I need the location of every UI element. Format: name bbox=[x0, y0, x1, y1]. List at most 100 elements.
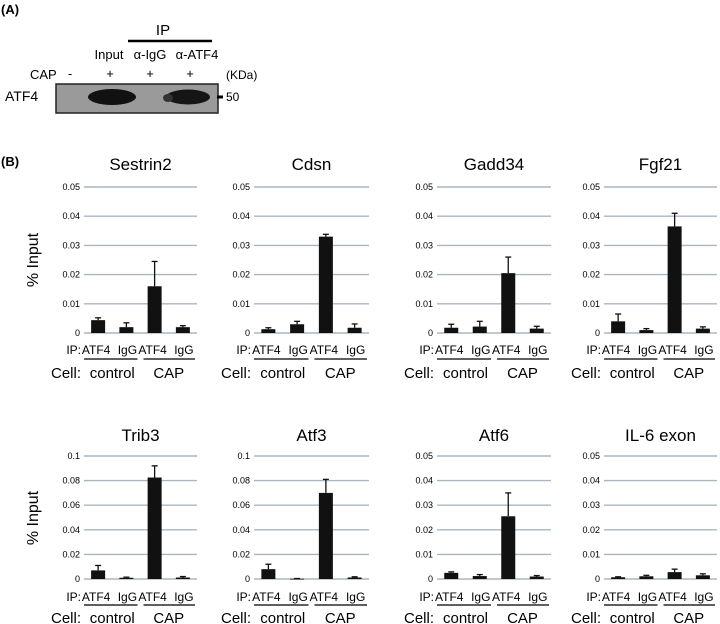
bar bbox=[175, 327, 190, 333]
ip-label: ATF4 bbox=[602, 343, 631, 357]
lane-label-input: Input bbox=[95, 47, 124, 62]
ip-label: IgG bbox=[471, 590, 490, 604]
y-tick-label: 0.05 bbox=[582, 182, 600, 192]
bar bbox=[119, 327, 134, 333]
ip-prefix: IP: bbox=[236, 343, 251, 357]
bar bbox=[290, 324, 305, 333]
ip-label: ATF4 bbox=[310, 343, 339, 357]
ip-label: IgG bbox=[346, 590, 365, 604]
cell-label-control: control bbox=[90, 365, 135, 382]
panel-a-label: (A) bbox=[1, 2, 19, 17]
chart-title: Atf3 bbox=[296, 426, 326, 445]
bar bbox=[529, 576, 544, 579]
y-tick-label: 0 bbox=[75, 574, 80, 584]
bar bbox=[501, 273, 516, 333]
y-tick-label: 0.05 bbox=[415, 182, 433, 192]
y-tick-label: 0.04 bbox=[232, 525, 250, 535]
y-tick-label: 0 bbox=[428, 328, 433, 338]
y-tick-label: 0 bbox=[428, 574, 433, 584]
y-tick-label: 0 bbox=[595, 328, 600, 338]
cell-label-cap: CAP bbox=[153, 610, 184, 624]
ip-label: ATF4 bbox=[310, 590, 339, 604]
cell-label-control: control bbox=[610, 610, 655, 624]
y-axis-label: % Input bbox=[25, 232, 42, 287]
marker-label: 50 bbox=[226, 90, 240, 104]
y-tick-label: 0.02 bbox=[415, 525, 433, 535]
bar bbox=[261, 569, 276, 579]
bar bbox=[611, 577, 626, 579]
ip-label: ATF4 bbox=[252, 343, 281, 357]
cell-label-cap: CAP bbox=[673, 610, 704, 624]
bar bbox=[667, 572, 682, 579]
panel-a: (A) IP Input α-IgG α-ATF4 CAP - + + + (K… bbox=[1, 2, 257, 114]
y-tick-label: 0.08 bbox=[232, 476, 250, 486]
ip-label: ATF4 bbox=[658, 590, 687, 604]
cell-label-cap: CAP bbox=[507, 610, 538, 624]
ip-header: IP bbox=[156, 22, 170, 39]
y-tick-label: 0.01 bbox=[232, 299, 250, 309]
chart-title: Atf6 bbox=[479, 426, 509, 445]
cell-prefix: Cell: bbox=[51, 610, 81, 624]
bar bbox=[472, 326, 487, 333]
y-tick-label: 0.1 bbox=[237, 451, 250, 461]
bar bbox=[175, 577, 190, 579]
chart-title: Gadd34 bbox=[464, 155, 525, 174]
y-tick-label: 0.06 bbox=[62, 500, 80, 510]
y-tick-label: 0.05 bbox=[62, 182, 80, 192]
cap-sign-3: + bbox=[146, 66, 154, 81]
bar bbox=[529, 328, 544, 333]
cell-prefix: Cell: bbox=[221, 610, 251, 624]
y-tick-label: 0.05 bbox=[415, 451, 433, 461]
cell-label-control: control bbox=[443, 365, 488, 382]
bar bbox=[639, 330, 654, 333]
bar bbox=[347, 327, 362, 333]
cell-prefix: Cell: bbox=[404, 610, 434, 624]
y-tick-label: 0.05 bbox=[232, 182, 250, 192]
y-tick-label: 0 bbox=[75, 328, 80, 338]
chart-title: Trib3 bbox=[121, 426, 159, 445]
ip-label: IgG bbox=[174, 590, 193, 604]
bar bbox=[147, 286, 162, 333]
y-tick-label: 0 bbox=[245, 574, 250, 584]
ip-label: IgG bbox=[528, 343, 547, 357]
cap-sign-1: - bbox=[68, 66, 72, 81]
bar bbox=[444, 572, 459, 579]
ip-prefix: IP: bbox=[419, 590, 434, 604]
y-tick-label: 0.04 bbox=[582, 211, 600, 221]
band-atf4-ip-tail bbox=[163, 94, 173, 102]
ip-label: IgG bbox=[471, 343, 490, 357]
ip-prefix: IP: bbox=[66, 343, 81, 357]
ip-label: ATF4 bbox=[138, 343, 167, 357]
cap-sign-2: + bbox=[106, 66, 114, 81]
ip-prefix: IP: bbox=[66, 590, 81, 604]
lane-label-igg: α-IgG bbox=[134, 47, 167, 62]
cell-label-cap: CAP bbox=[153, 365, 184, 382]
y-tick-label: 0.02 bbox=[582, 525, 600, 535]
ip-label: ATF4 bbox=[602, 590, 631, 604]
ip-label: IgG bbox=[288, 343, 307, 357]
y-tick-label: 0.04 bbox=[62, 211, 80, 221]
cap-label: CAP bbox=[30, 67, 57, 82]
cell-label-control: control bbox=[610, 365, 655, 382]
ip-prefix: IP: bbox=[236, 590, 251, 604]
bar bbox=[91, 320, 106, 333]
bar bbox=[501, 516, 516, 579]
lane-label-atf4: α-ATF4 bbox=[176, 47, 219, 62]
kda-label: (KDa) bbox=[226, 68, 257, 82]
chart-title: Sestrin2 bbox=[109, 155, 171, 174]
cell-label-cap: CAP bbox=[673, 365, 704, 382]
ip-label: ATF4 bbox=[138, 590, 167, 604]
cell-label-cap: CAP bbox=[325, 610, 356, 624]
cell-label-cap: CAP bbox=[325, 365, 356, 382]
ip-prefix: IP: bbox=[586, 343, 601, 357]
y-tick-label: 0.04 bbox=[232, 211, 250, 221]
